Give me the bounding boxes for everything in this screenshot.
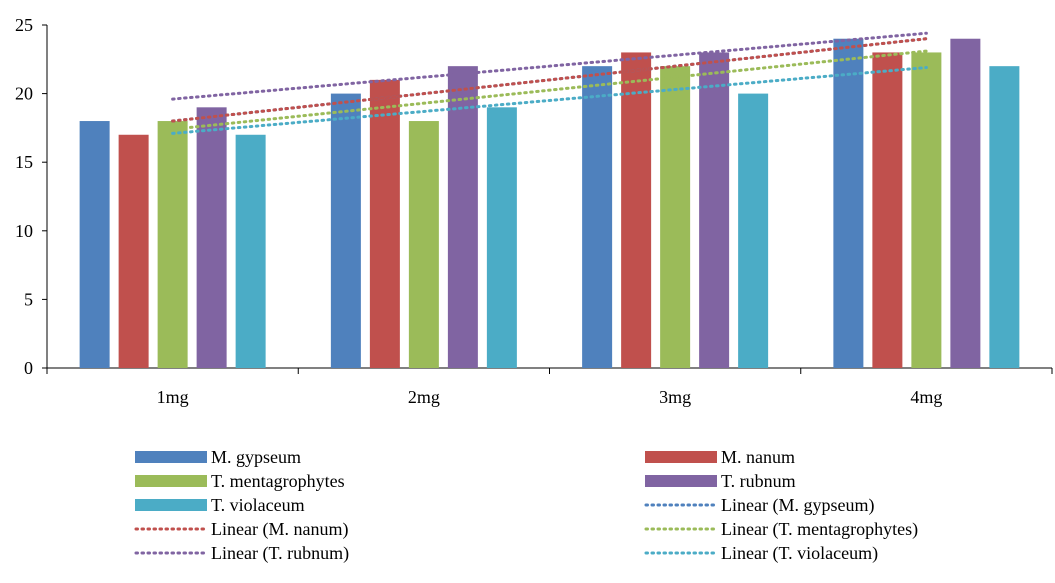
- bar: [235, 134, 266, 368]
- bar: [582, 66, 613, 368]
- y-tick-label: 20: [15, 84, 33, 104]
- y-tick-label: 25: [15, 15, 33, 35]
- legend-item: Linear (T. violaceum): [644, 543, 878, 564]
- legend-swatch: [135, 499, 207, 511]
- legend-label: T. rubnum: [721, 471, 796, 491]
- legend-label: Linear (T. violaceum): [721, 543, 878, 564]
- bar: [738, 93, 769, 368]
- legend-item: Linear (T. rubnum): [134, 543, 349, 564]
- legend-item: T. rubnum: [645, 471, 796, 491]
- legend-item: T. violaceum: [135, 495, 305, 515]
- bar: [447, 66, 478, 368]
- legend-label: Linear (T. mentagrophytes): [721, 519, 918, 540]
- y-tick-label: 15: [15, 152, 33, 172]
- x-tick-label: 1mg: [157, 387, 189, 407]
- trendline: [171, 37, 928, 123]
- bar: [369, 79, 400, 368]
- legend-item: Linear (M. gypseum): [644, 495, 874, 516]
- bar: [989, 66, 1020, 368]
- legend-swatch: [135, 475, 207, 487]
- legend-label: Linear (M. gypseum): [721, 495, 874, 516]
- bar: [833, 38, 864, 368]
- legend-label: M. nanum: [721, 447, 795, 467]
- x-tick-label: 4mg: [910, 387, 942, 407]
- bar: [157, 121, 188, 368]
- legend-item: Linear (M. nanum): [134, 519, 348, 540]
- legend-label: T. mentagrophytes: [211, 471, 345, 491]
- y-tick-label: 5: [24, 289, 33, 309]
- y-tick-label: 10: [15, 221, 33, 241]
- legend-label: T. violaceum: [211, 495, 305, 515]
- bar: [699, 52, 730, 368]
- legend-swatch: [645, 475, 717, 487]
- bar: [196, 107, 227, 368]
- x-tick-label: 3mg: [659, 387, 691, 407]
- bar: [79, 121, 110, 368]
- bar: [621, 52, 652, 368]
- legend-label: Linear (M. nanum): [211, 519, 348, 540]
- bar: [118, 134, 149, 368]
- bar: [486, 107, 517, 368]
- bar: [872, 52, 903, 368]
- y-tick-label: 0: [24, 358, 33, 378]
- bar: [950, 38, 981, 368]
- trendline: [171, 31, 928, 101]
- x-tick-label: 2mg: [408, 387, 440, 407]
- bar: [408, 121, 439, 368]
- bar: [330, 93, 361, 368]
- legend-item: M. nanum: [645, 447, 795, 467]
- legend-label: M. gypseum: [211, 447, 301, 467]
- legend-item: Linear (T. mentagrophytes): [644, 519, 918, 540]
- legend-item: M. gypseum: [135, 447, 301, 467]
- legend-label: Linear (T. rubnum): [211, 543, 349, 564]
- trendline: [171, 66, 928, 135]
- bar: [660, 66, 691, 368]
- bar: [911, 52, 942, 368]
- trendline: [171, 49, 928, 131]
- legend-item: T. mentagrophytes: [135, 471, 345, 491]
- legend-swatch: [645, 451, 717, 463]
- legend-swatch: [135, 451, 207, 463]
